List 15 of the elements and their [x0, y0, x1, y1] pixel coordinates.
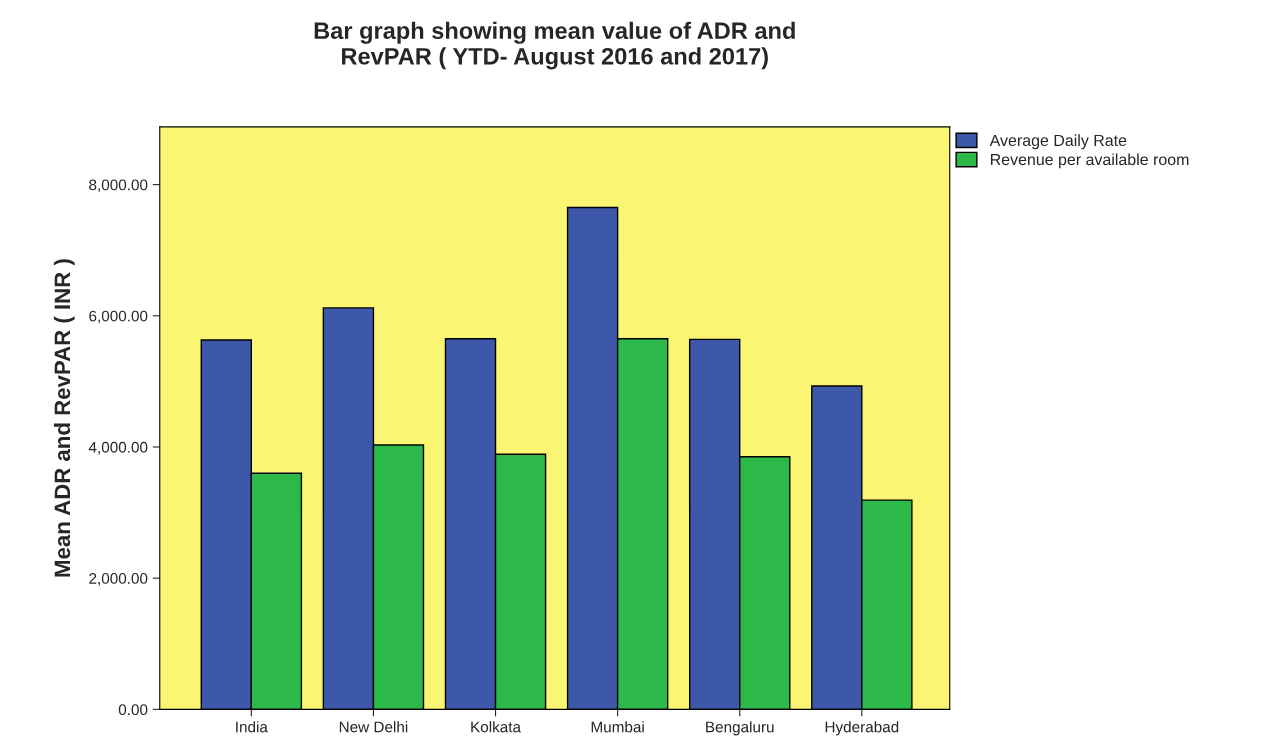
- y-axis-title: Mean ADR and RevPAR ( INR ): [53, 259, 75, 577]
- x-tick-label: New Delhi: [339, 721, 408, 733]
- y-tick-label: 8,000.00: [89, 179, 148, 193]
- y-tick-label: 0.00: [118, 704, 148, 716]
- x-tick-label: Kolkata: [471, 721, 522, 733]
- x-tick-label: Bengaluru: [706, 721, 774, 736]
- y-tick-label: 4,000.00: [88, 441, 148, 455]
- x-tick-label: India: [236, 721, 268, 733]
- chart-title: Bar graph showing mean value of ADR and RevPAR ( YTD- August 2016 and 2017): [314, 21, 795, 70]
- x-tick-label: Mumbai: [591, 721, 644, 733]
- legend-label: Revenue per available room: [990, 153, 1189, 169]
- x-tick-label: Hyderabad: [825, 721, 899, 736]
- legend-label: Average Daily Rate: [989, 134, 1127, 150]
- y-tick-label: 2,000.00: [89, 573, 148, 586]
- y-tick-label: 6,000.00: [89, 310, 148, 324]
